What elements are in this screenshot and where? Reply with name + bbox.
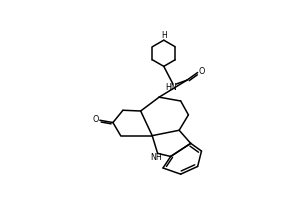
Text: O: O (93, 115, 99, 124)
Text: O: O (198, 67, 205, 76)
Text: NH: NH (150, 153, 162, 162)
Text: H: H (161, 31, 167, 40)
Text: HN: HN (166, 83, 177, 92)
